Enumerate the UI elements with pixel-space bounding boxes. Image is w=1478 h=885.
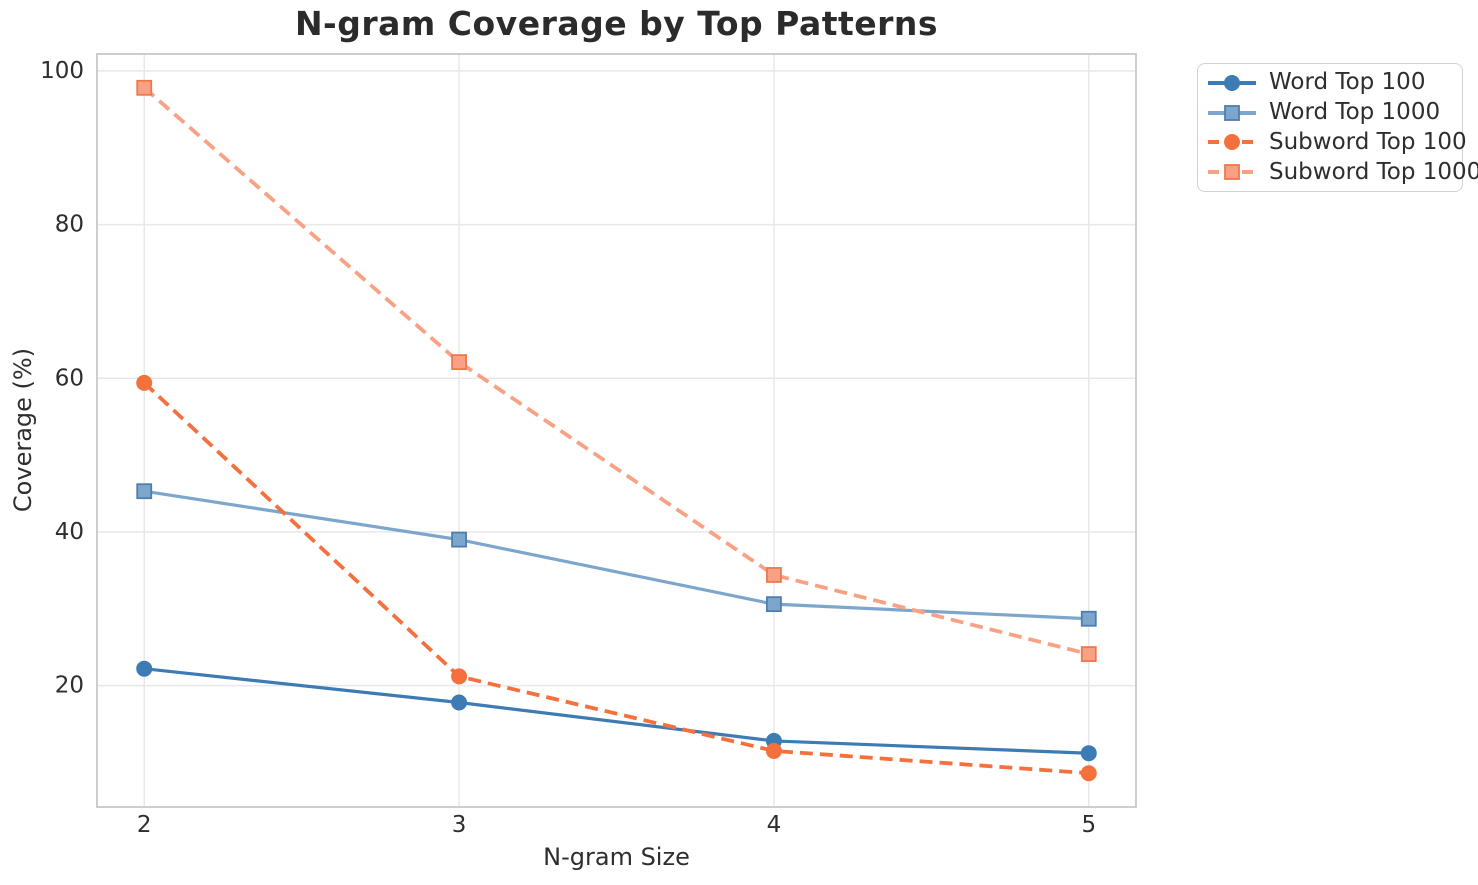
line-word-top-100 <box>144 667 1089 755</box>
legend-label: Subword Top 100 <box>1269 128 1467 155</box>
legend-sample-line <box>1208 164 1256 181</box>
marker-word-top-1000 <box>136 483 153 500</box>
marker-word-top-1000 <box>766 596 782 613</box>
y-tick-label: 60 <box>55 365 84 391</box>
line-subword-top-100 <box>142 381 1089 776</box>
legend-sample-line <box>1208 74 1256 91</box>
x-axis-label: N-gram Size <box>543 843 690 871</box>
x-tick-label: 2 <box>137 812 152 838</box>
marker-subword-top-1000 <box>136 79 153 96</box>
legend-label: Subword Top 1000 <box>1269 158 1478 185</box>
legend-item: Subword Top 1000 <box>1207 158 1478 187</box>
chart-title: N-gram Coverage by Top Patterns <box>294 4 939 43</box>
marker-subword-top-100 <box>451 668 468 685</box>
legend-box: Word Top 100 Word Top 1000 Subword Top 1… <box>1197 63 1478 192</box>
x-tick-label: 4 <box>767 812 782 838</box>
marker-subword-top-100 <box>136 374 153 391</box>
y-tick-label: 20 <box>55 673 84 699</box>
legend-item: Subword Top 100 <box>1207 128 1467 157</box>
marker-word-top-100 <box>136 660 153 677</box>
legend-sample-marker <box>1224 134 1240 151</box>
legend-sample-marker <box>1224 164 1240 181</box>
x-tick-label: 3 <box>452 812 467 838</box>
line-subword-top-1000 <box>142 86 1090 656</box>
y-tick-label: 80 <box>55 212 84 238</box>
legend-sample-marker <box>1224 74 1240 91</box>
legend-label: Word Top 1000 <box>1269 99 1441 126</box>
marker-word-top-1000 <box>1080 610 1097 627</box>
plot-border <box>96 53 1137 808</box>
marker-word-top-1000 <box>451 531 467 548</box>
y-tick-label: 100 <box>40 58 84 84</box>
legend-sample-marker <box>1224 104 1240 121</box>
legend-label: Word Top 100 <box>1269 69 1426 96</box>
legend-sample-line <box>1208 104 1256 121</box>
marker-subword-top-1000 <box>451 354 467 371</box>
x-tick-label: 5 <box>1081 812 1096 838</box>
line-word-top-1000 <box>143 489 1089 621</box>
marker-subword-top-100 <box>1080 765 1097 782</box>
marker-subword-top-1000 <box>766 567 782 583</box>
legend-sample-line <box>1208 134 1256 151</box>
legend-item: Word Top 100 <box>1207 68 1454 97</box>
marker-word-top-100 <box>1080 745 1097 762</box>
y-axis-label: Coverage (%) <box>9 347 37 513</box>
marker-subword-top-100 <box>765 742 782 759</box>
marker-subword-top-1000 <box>1080 646 1097 662</box>
y-tick-label: 40 <box>55 519 84 545</box>
marker-word-top-100 <box>451 694 468 711</box>
legend-item: Word Top 1000 <box>1207 98 1454 127</box>
